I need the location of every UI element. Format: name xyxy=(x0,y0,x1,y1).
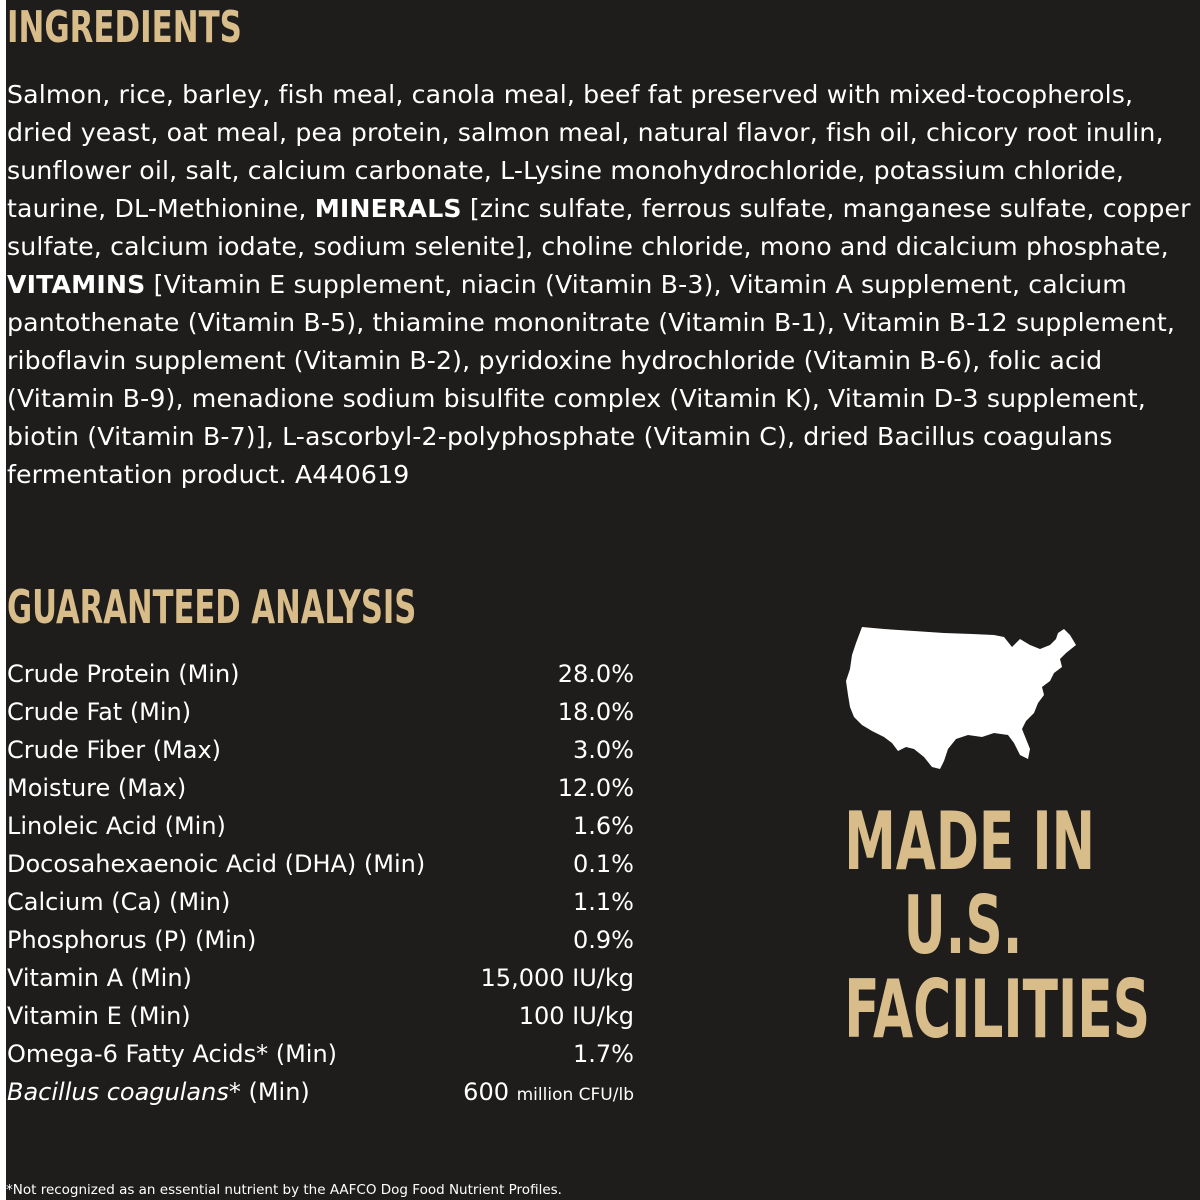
footnote: *Not recognized as an essential nutrient… xyxy=(6,1182,562,1198)
nutrient-name: Bacillus coagulans* (Min) xyxy=(7,1073,310,1111)
nutrient-name-italic: Bacillus coagulans xyxy=(7,1078,229,1106)
nutrient-value: 12.0% xyxy=(557,774,634,802)
nutrient-name: Moisture (Max) xyxy=(7,774,187,802)
badge-line-3: FACILITIES xyxy=(844,963,1151,1056)
nutrient-value: 3.0% xyxy=(573,736,634,764)
minerals-label: MINERALS xyxy=(314,194,462,223)
ingredients-text-part: Salmon, rice, barley, fish meal, canola … xyxy=(7,80,1164,223)
nutrient-name: Vitamin E (Min) xyxy=(7,1002,191,1030)
analysis-row: Calcium (Ca) (Min) 1.1% xyxy=(7,883,634,921)
badge-line-1: MADE IN xyxy=(844,795,1095,888)
nutrient-value: 28.0% xyxy=(557,660,634,688)
nutrient-name: Crude Fiber (Max) xyxy=(7,736,222,764)
nutrient-name: Vitamin A (Min) xyxy=(7,964,192,992)
analysis-row: Moisture (Max) 12.0% xyxy=(7,769,634,807)
label-panel: INGREDIENTS Salmon, rice, barley, fish m… xyxy=(6,0,1200,1200)
analysis-row: Crude Fat (Min) 18.0% xyxy=(7,693,634,731)
nutrient-value-unit: million CFU/lb xyxy=(516,1085,634,1105)
nutrient-name: Omega-6 Fatty Acids* (Min) xyxy=(7,1040,338,1068)
analysis-row: Omega-6 Fatty Acids* (Min) 1.7% xyxy=(7,1035,634,1073)
usa-map-icon xyxy=(846,627,1076,769)
analysis-row: Crude Protein (Min) 28.0% xyxy=(7,655,634,693)
nutrient-value: 100 IU/kg xyxy=(518,1002,634,1030)
ingredients-text-part: [zinc sulfate, ferrous sulfate, manganes… xyxy=(7,194,1191,261)
analysis-row: Phosphorus (P) (Min) 0.9% xyxy=(7,921,634,959)
nutrient-name: Calcium (Ca) (Min) xyxy=(7,888,231,916)
analysis-row: Linoleic Acid (Min) 1.6% xyxy=(7,807,634,845)
nutrient-name: Phosphorus (P) (Min) xyxy=(7,926,257,954)
nutrient-value: 0.1% xyxy=(573,850,634,878)
ingredients-heading: INGREDIENTS xyxy=(7,2,242,53)
nutrient-name: Docosahexaenoic Acid (DHA) (Min) xyxy=(7,850,426,878)
nutrient-value-number: 600 xyxy=(463,1078,509,1106)
analysis-row: Crude Fiber (Max) 3.0% xyxy=(7,731,634,769)
nutrient-value: 1.1% xyxy=(573,888,634,916)
analysis-row: Bacillus coagulans* (Min) 600 million CF… xyxy=(7,1073,634,1111)
analysis-row: Vitamin A (Min) 15,000 IU/kg xyxy=(7,959,634,997)
nutrient-value: 600 million CFU/lb xyxy=(463,1073,634,1111)
nutrient-value: 1.7% xyxy=(573,1040,634,1068)
guaranteed-analysis-heading: GUARANTEED ANALYSIS xyxy=(7,580,417,634)
nutrient-value: 18.0% xyxy=(557,698,634,726)
nutrient-name: Crude Fat (Min) xyxy=(7,698,192,726)
vitamins-label: VITAMINS xyxy=(7,270,146,299)
nutrient-value: 0.9% xyxy=(573,926,634,954)
nutrient-name-rest: * (Min) xyxy=(228,1078,310,1106)
ingredients-list: Salmon, rice, barley, fish meal, canola … xyxy=(7,76,1197,494)
badge-line-2: U.S. xyxy=(903,879,1023,972)
nutrient-name: Crude Protein (Min) xyxy=(7,660,240,688)
nutrient-name: Linoleic Acid (Min) xyxy=(7,812,226,840)
ingredients-text-part: [Vitamin E supplement, niacin (Vitamin B… xyxy=(7,270,1176,489)
guaranteed-analysis-table: Crude Protein (Min) 28.0% Crude Fat (Min… xyxy=(7,655,634,1111)
analysis-row: Vitamin E (Min) 100 IU/kg xyxy=(7,997,634,1035)
made-in-us-badge: MADE IN U.S. FACILITIES xyxy=(798,795,1151,1056)
analysis-row: Docosahexaenoic Acid (DHA) (Min) 0.1% xyxy=(7,845,634,883)
nutrient-value: 1.6% xyxy=(573,812,634,840)
nutrient-value: 15,000 IU/kg xyxy=(480,964,634,992)
